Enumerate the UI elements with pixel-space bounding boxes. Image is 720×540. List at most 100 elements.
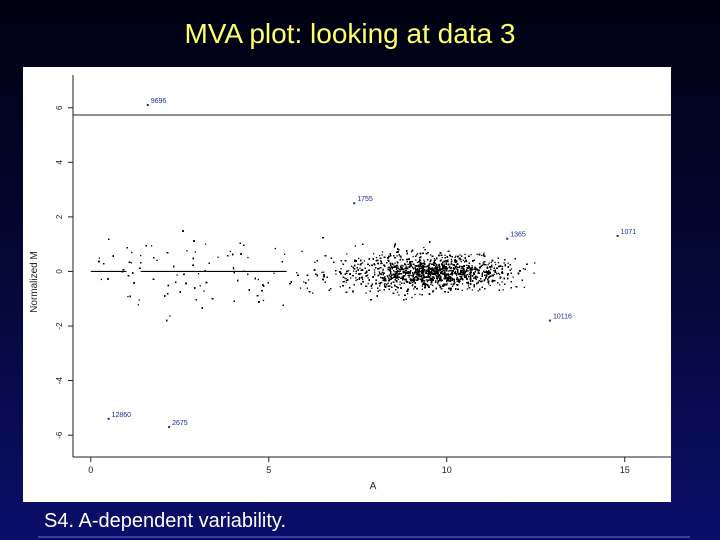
data-point bbox=[407, 258, 410, 260]
data-point bbox=[437, 282, 439, 285]
data-point bbox=[459, 280, 461, 282]
data-point bbox=[373, 269, 376, 271]
data-point bbox=[455, 268, 457, 270]
data-point bbox=[451, 274, 453, 276]
data-point bbox=[419, 259, 421, 262]
data-point bbox=[460, 266, 463, 268]
data-point bbox=[512, 276, 514, 278]
data-point bbox=[454, 282, 456, 284]
data-point bbox=[456, 263, 458, 266]
data-point bbox=[415, 259, 417, 261]
data-point bbox=[502, 289, 504, 291]
data-point bbox=[140, 254, 142, 257]
data-point bbox=[460, 261, 462, 263]
data-point bbox=[487, 264, 489, 266]
data-point bbox=[98, 257, 100, 259]
data-point bbox=[429, 260, 431, 263]
data-point bbox=[356, 278, 358, 281]
data-point bbox=[470, 267, 472, 269]
data-point bbox=[459, 275, 461, 277]
data-point bbox=[441, 256, 443, 259]
data-point bbox=[432, 275, 434, 278]
data-point bbox=[465, 264, 468, 266]
data-point bbox=[314, 261, 316, 263]
data-point bbox=[470, 276, 472, 278]
data-point bbox=[432, 267, 434, 269]
data-point bbox=[427, 275, 429, 278]
data-point bbox=[396, 264, 398, 266]
data-point bbox=[411, 281, 414, 284]
data-point bbox=[430, 267, 433, 269]
data-point bbox=[401, 264, 403, 266]
data-point bbox=[156, 259, 158, 261]
data-point bbox=[425, 266, 427, 268]
data-point bbox=[412, 284, 414, 286]
data-point bbox=[501, 266, 504, 268]
data-point bbox=[438, 276, 440, 278]
data-point bbox=[399, 270, 401, 272]
data-point bbox=[383, 283, 386, 285]
data-point bbox=[438, 275, 441, 277]
data-point bbox=[380, 263, 382, 265]
data-point bbox=[395, 273, 397, 275]
data-point bbox=[481, 273, 483, 275]
data-point bbox=[393, 246, 395, 248]
data-point bbox=[397, 265, 399, 267]
data-point bbox=[461, 283, 464, 285]
data-point bbox=[381, 254, 383, 256]
data-point bbox=[197, 273, 200, 275]
data-point bbox=[426, 281, 429, 283]
data-point bbox=[482, 272, 484, 274]
data-point bbox=[296, 272, 298, 274]
data-point bbox=[423, 261, 426, 263]
data-point bbox=[229, 250, 231, 253]
data-point bbox=[510, 268, 513, 270]
data-point bbox=[462, 272, 464, 274]
data-point bbox=[176, 274, 178, 276]
data-point bbox=[461, 289, 463, 291]
data-point bbox=[445, 261, 447, 263]
data-point bbox=[451, 269, 453, 272]
data-point bbox=[465, 274, 467, 276]
data-point bbox=[457, 266, 459, 268]
data-point bbox=[358, 257, 360, 260]
data-point bbox=[404, 274, 407, 276]
data-point bbox=[482, 262, 484, 264]
data-point bbox=[449, 265, 451, 267]
data-point bbox=[474, 275, 477, 277]
data-point bbox=[377, 259, 379, 261]
data-point bbox=[458, 281, 460, 284]
data-point bbox=[440, 259, 442, 261]
data-point bbox=[375, 256, 378, 259]
data-point bbox=[494, 261, 496, 264]
data-point bbox=[387, 259, 389, 261]
data-point bbox=[303, 281, 305, 283]
data-point bbox=[425, 279, 428, 281]
data-point bbox=[380, 276, 382, 279]
data-point bbox=[359, 267, 361, 269]
data-point bbox=[472, 274, 474, 277]
data-point bbox=[436, 272, 438, 274]
data-point bbox=[428, 271, 430, 273]
data-point bbox=[194, 251, 196, 253]
data-point bbox=[468, 273, 471, 275]
data-point bbox=[347, 270, 350, 272]
data-point bbox=[446, 270, 448, 272]
data-point bbox=[379, 282, 382, 284]
data-point bbox=[429, 279, 431, 281]
data-point bbox=[435, 275, 438, 277]
data-point bbox=[368, 265, 371, 267]
data-point bbox=[432, 261, 435, 264]
data-point bbox=[409, 263, 412, 265]
data-point bbox=[433, 261, 435, 263]
data-point bbox=[459, 273, 461, 275]
data-point bbox=[436, 275, 438, 278]
data-point bbox=[455, 255, 457, 257]
data-point bbox=[138, 299, 140, 301]
data-point bbox=[444, 254, 446, 256]
data-point bbox=[380, 260, 382, 262]
data-point bbox=[350, 265, 353, 267]
data-point bbox=[434, 273, 436, 276]
data-point bbox=[386, 275, 388, 277]
data-point bbox=[345, 281, 347, 283]
